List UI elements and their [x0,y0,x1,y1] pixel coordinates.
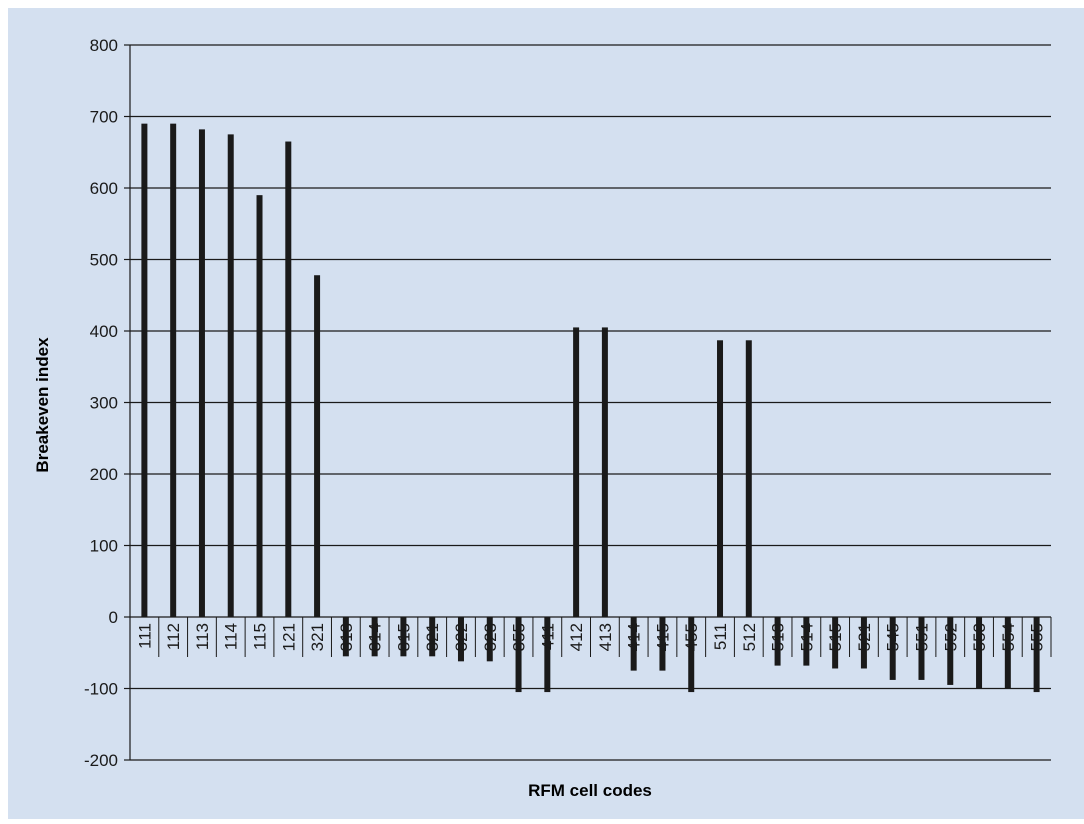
bar-111 [141,123,148,618]
x-tick-label: 413 [596,623,615,651]
bar-313 [342,617,349,657]
x-tick-label: 411 [538,623,557,650]
bar-415 [659,617,666,671]
bar-114 [227,134,234,617]
bar-322 [457,617,464,662]
x-tick-label: 415 [653,623,672,651]
y-axis-label: Breakeven index [33,337,52,473]
y-tick-label: 400 [90,322,118,341]
bar-113 [198,129,205,617]
x-tick-label: 321 [308,623,327,651]
bar-314 [371,617,378,657]
x-tick-label: 355 [510,623,529,651]
bar-514 [803,617,810,666]
x-tick-label: 521 [855,623,874,651]
bar-545 [889,617,896,680]
bar-553 [976,617,983,689]
x-tick-label: 313 [337,623,356,651]
x-tick-label: 513 [769,623,788,651]
y-tick-label: 200 [90,465,118,484]
x-axis-ticks: 111 112 113 114 115 121 321 313 314 315 321 322 323 3… [129,617,1052,657]
bar-554 [1004,617,1011,689]
x-tick-label: 412 [567,623,586,651]
x-tick-label: 114 [222,623,241,650]
bar-511 [717,340,724,617]
bar-412 [573,327,580,617]
x-tick-label: 554 [999,623,1018,651]
bar-112 [170,123,177,618]
bar-513 [774,617,781,666]
bar-555 [1033,617,1040,693]
bar-515 [832,617,839,669]
bar-413 [601,327,608,617]
y-tick-label: 600 [90,179,118,198]
x-tick-label: 321 [423,623,442,651]
x-tick-label: 551 [912,623,931,651]
bar-552 [947,617,954,685]
x-tick-label: 414 [625,623,644,651]
x-tick-label: 553 [970,623,989,651]
bar-455 [688,617,695,693]
bar-355 [515,617,522,693]
chart-panel: -200 -100 0 100 200 300 400 500 600 700 800 111 112… [8,8,1084,819]
y-axis-ticks: -200 -100 0 100 200 300 400 500 600 700 800 [84,36,118,770]
bar-321 [429,617,436,657]
y-tick-label: 700 [90,108,118,127]
bar-551 [918,617,925,680]
x-tick-label: 555 [1028,623,1047,651]
bar-411 [544,617,551,693]
x-tick-label: 514 [797,623,816,651]
x-tick-label: 315 [394,623,413,651]
x-tick-label: 545 [884,623,903,651]
x-axis-label: RFM cell codes [528,781,652,800]
bar-414 [630,617,637,671]
x-tick-label: 121 [279,623,298,651]
bar-121 [285,141,292,617]
x-tick-label: 314 [366,623,385,651]
bar-512 [745,340,752,617]
bar-chart: -200 -100 0 100 200 300 400 500 600 700 800 111 112… [8,8,1084,819]
bar-315 [400,617,407,657]
x-tick-label: 115 [251,623,270,650]
bar-323 [486,617,493,662]
bar-115 [256,195,263,617]
x-tick-label: 323 [481,623,500,651]
y-tick-label: 0 [109,608,118,627]
x-tick-label: 512 [740,623,759,651]
y-tick-label: 800 [90,36,118,55]
y-tick-label: -200 [84,751,118,770]
x-tick-label: 322 [452,623,471,651]
y-tick-label: 100 [90,537,118,556]
bar-521 [860,617,867,669]
chart-background [8,8,1084,819]
x-tick-label: 511 [711,623,730,650]
y-tick-label: -100 [84,680,118,699]
bars [141,123,1040,693]
x-tick-label: 515 [826,623,845,651]
x-tick-label: 552 [941,623,960,651]
x-tick-label: 455 [682,623,701,651]
y-tick-label: 500 [90,251,118,270]
y-tick-label: 300 [90,394,118,413]
x-tick-label: 113 [193,623,212,650]
x-tick-label: 111 [135,623,154,649]
bar-321 [314,275,321,617]
x-tick-label: 112 [164,623,183,650]
